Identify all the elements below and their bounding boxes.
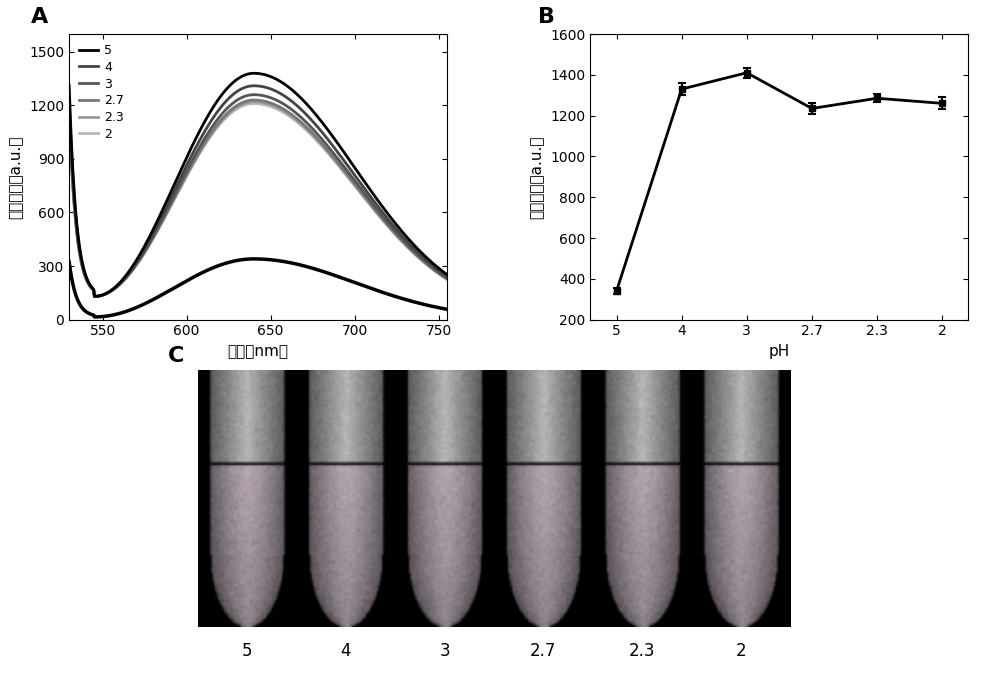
- 2.7: [248, 96, 260, 104]
- 2: [235, 103, 247, 111]
- 2: [349, 182, 361, 190]
- 3: [248, 90, 260, 99]
- 3: [161, 205, 173, 214]
- Text: C: C: [168, 345, 185, 366]
- X-axis label: 波长（nm）: 波长（nm）: [227, 344, 288, 359]
- 5: [161, 197, 173, 205]
- 2.7: [288, 112, 299, 120]
- 2.7: [161, 208, 173, 216]
- 2.3: [317, 141, 329, 150]
- Text: B: B: [537, 7, 554, 27]
- 3: [130, 259, 142, 267]
- Line: 5_bottom: 5_bottom: [69, 259, 447, 317]
- Text: 3: 3: [440, 642, 450, 660]
- 4: [248, 82, 260, 90]
- 2: [130, 260, 142, 269]
- 3: [63, 102, 75, 110]
- 2.3: [235, 101, 247, 109]
- 4: [89, 292, 101, 301]
- Text: A: A: [32, 7, 48, 27]
- Text: 5: 5: [242, 642, 252, 660]
- 2.7: [317, 140, 329, 148]
- 2.3: [63, 109, 75, 117]
- Text: 4: 4: [341, 642, 351, 660]
- Line: 4: 4: [69, 86, 447, 296]
- 3: [89, 292, 101, 301]
- 2.3: [441, 275, 453, 283]
- 5: [63, 82, 75, 90]
- 5_bottom: [349, 279, 361, 287]
- 2.3: [130, 260, 142, 269]
- Text: 2: 2: [736, 642, 746, 660]
- 5: [235, 73, 247, 81]
- 5: [317, 119, 329, 127]
- Text: 2.3: 2.3: [629, 642, 655, 660]
- 2: [317, 143, 329, 151]
- 2.7: [63, 107, 75, 115]
- 5_bottom: [63, 258, 75, 266]
- Line: 2.3: 2.3: [69, 102, 447, 296]
- 4: [63, 93, 75, 101]
- 5_bottom: [235, 256, 247, 264]
- Line: 2.7: 2.7: [69, 100, 447, 296]
- 2.3: [248, 98, 260, 106]
- 5: [89, 292, 101, 301]
- 3: [317, 136, 329, 144]
- 2.7: [349, 180, 361, 188]
- 2.3: [89, 292, 101, 301]
- 4: [349, 171, 361, 180]
- 2: [288, 115, 299, 123]
- 2: [248, 99, 260, 107]
- 2.3: [161, 209, 173, 217]
- 2.7: [235, 99, 247, 107]
- 2.3: [288, 113, 299, 121]
- 3: [288, 107, 299, 115]
- 2.7: [441, 275, 453, 283]
- 4: [441, 273, 453, 281]
- 5: [130, 256, 142, 264]
- 4: [288, 98, 299, 106]
- Line: 2: 2: [69, 103, 447, 296]
- 2: [441, 275, 453, 284]
- 3: [235, 94, 247, 102]
- 5_bottom: [161, 288, 173, 296]
- 5_bottom: [89, 313, 101, 321]
- 5_bottom: [248, 255, 260, 263]
- Line: 3: 3: [69, 95, 447, 296]
- 5: [248, 69, 260, 78]
- 4: [235, 85, 247, 93]
- 4: [317, 129, 329, 137]
- Text: 2.7: 2.7: [531, 642, 556, 660]
- 3: [441, 274, 453, 282]
- 5: [288, 86, 299, 95]
- 5_bottom: [288, 259, 299, 267]
- Legend: 5, 4, 3, 2.7, 2.3, 2: 5, 4, 3, 2.7, 2.3, 2: [75, 40, 127, 145]
- 5: [349, 164, 361, 172]
- Line: 5: 5: [69, 73, 447, 296]
- Y-axis label: 荧光强度（a.u.）: 荧光强度（a.u.）: [530, 135, 544, 218]
- 2.3: [349, 181, 361, 189]
- 2.7: [130, 260, 142, 269]
- 2.7: [89, 292, 101, 301]
- 5_bottom: [441, 305, 453, 313]
- 2: [89, 292, 101, 301]
- 3: [349, 177, 361, 185]
- X-axis label: pH: pH: [769, 344, 790, 359]
- 2: [63, 110, 75, 118]
- Y-axis label: 荧光强度（a.u.）: 荧光强度（a.u.）: [9, 135, 24, 218]
- 4: [161, 202, 173, 210]
- 2: [161, 209, 173, 218]
- 5_bottom: [130, 303, 142, 311]
- 5: [441, 271, 453, 279]
- 4: [130, 258, 142, 266]
- 5_bottom: [317, 267, 329, 275]
